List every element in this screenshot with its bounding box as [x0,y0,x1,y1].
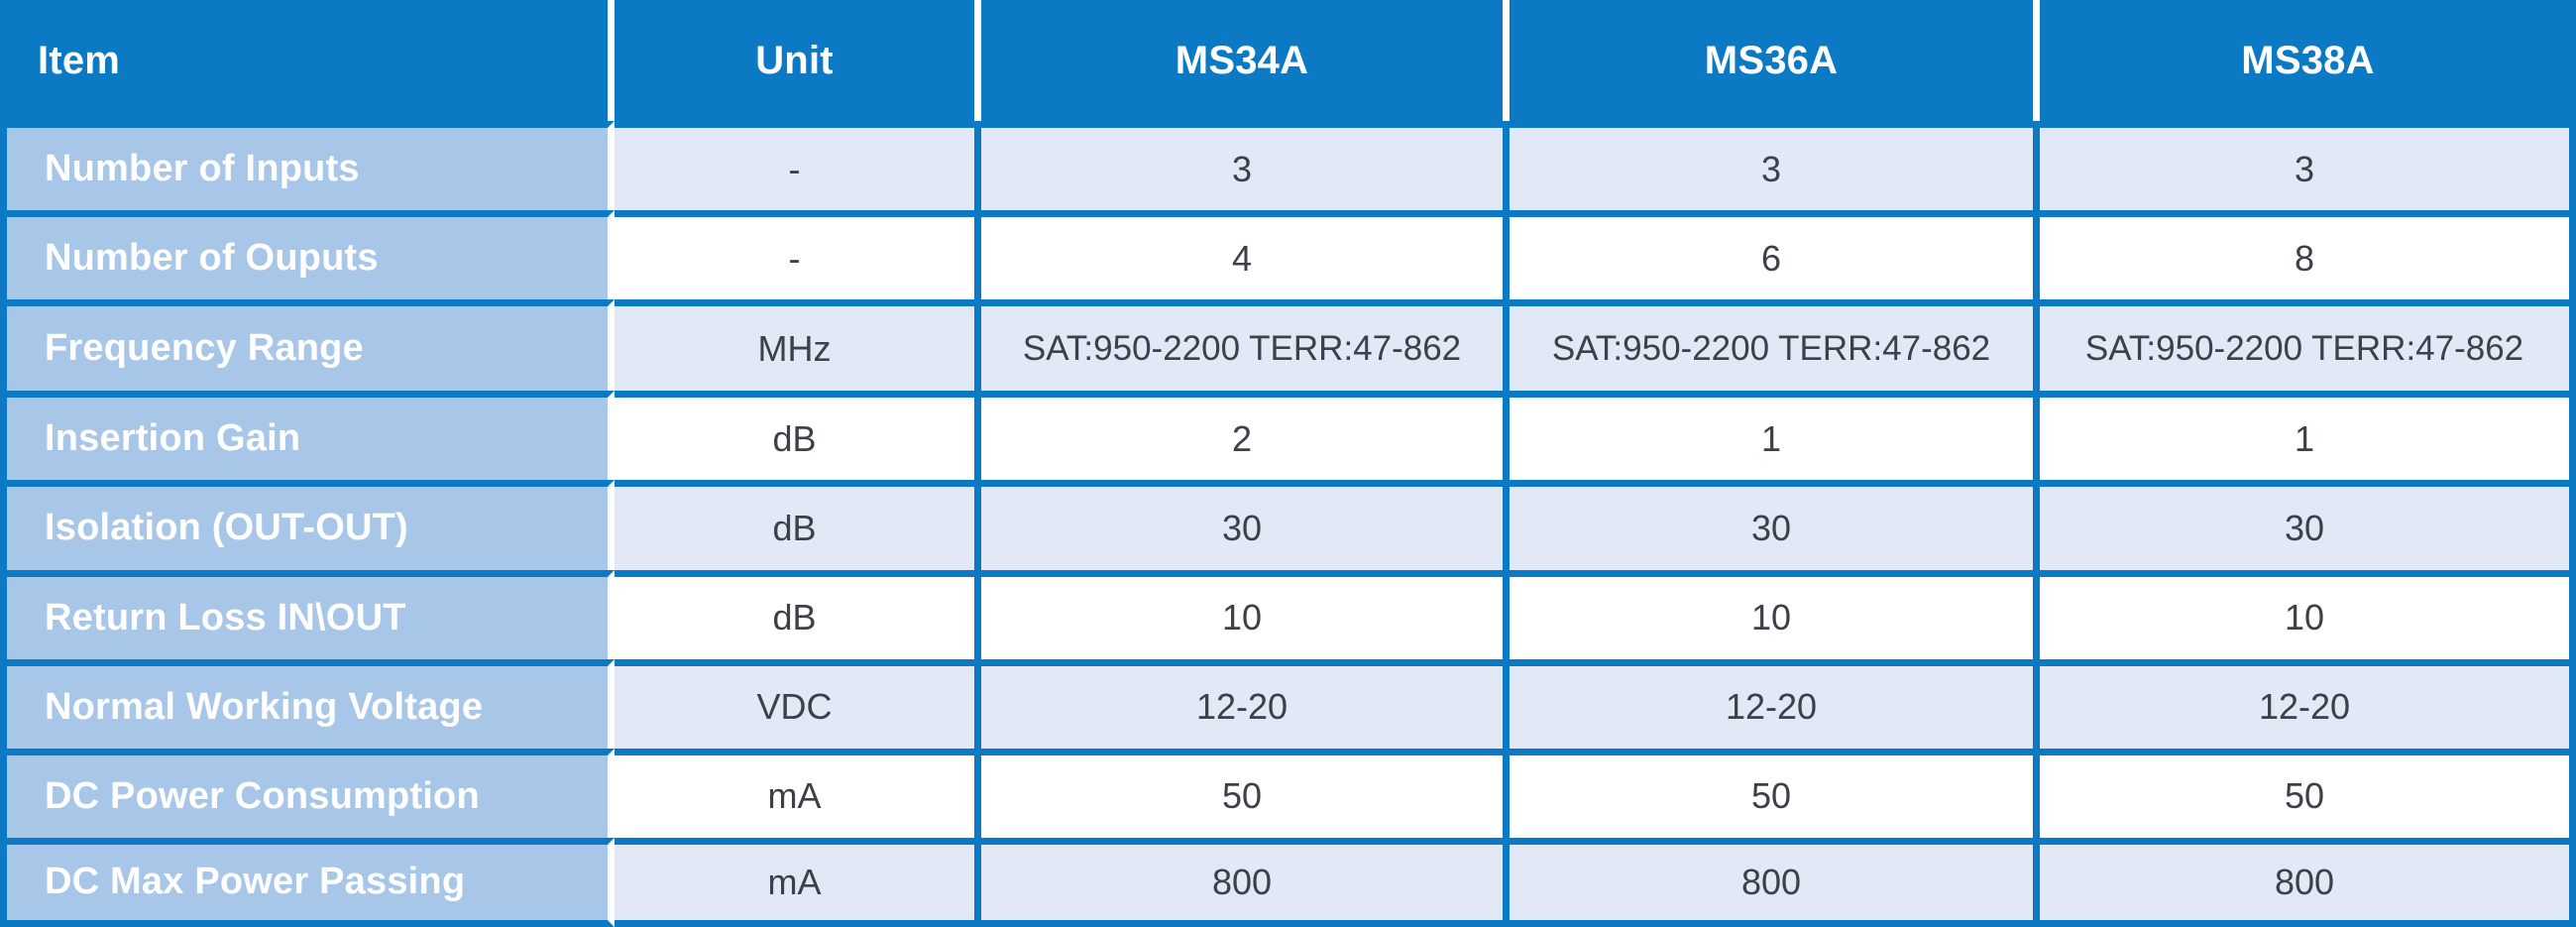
cell-unit: MHz [615,299,981,392]
cell-unit: dB [615,480,981,570]
row-label: Isolation (OUT-OUT) [0,480,615,570]
cell-ms36a: 3 [1510,121,2040,211]
row-label: Number of Inputs [0,121,615,211]
cell-ms34a: 3 [981,121,1510,211]
table-row: Return Loss IN\OUT dB 10 10 10 [0,569,2576,659]
row-label: Number of Ouputs [0,210,615,300]
cell-unit: dB [615,569,981,659]
column-header-ms38a: MS38A [2040,0,2576,121]
cell-ms34a: 10 [981,569,1510,659]
cell-ms34a: 30 [981,480,1510,570]
cell-ms36a: SAT:950-2200 TERR:47-862 [1510,299,2040,392]
cell-ms34a: 4 [981,210,1510,300]
column-header-unit: Unit [615,0,981,121]
table-body: Number of Inputs - 3 3 3 Number of Ouput… [0,121,2576,927]
table-row: Number of Inputs - 3 3 3 [0,121,2576,211]
table-row: Normal Working Voltage VDC 12-20 12-20 1… [0,658,2576,749]
cell-ms38a: 3 [2040,121,2576,211]
cell-ms38a: 1 [2040,391,2576,481]
cell-unit: mA [615,748,981,838]
cell-ms38a: 50 [2040,748,2576,838]
table-row: Frequency Range MHz SAT:950-2200 TERR:47… [0,299,2576,392]
cell-unit: mA [615,837,981,927]
cell-unit: dB [615,391,981,481]
cell-ms36a: 10 [1510,569,2040,659]
cell-ms38a: 8 [2040,210,2576,300]
cell-ms36a: 800 [1510,837,2040,927]
cell-ms34a: 800 [981,837,1510,927]
cell-unit: - [615,210,981,300]
cell-ms36a: 6 [1510,210,2040,300]
cell-ms38a: 30 [2040,480,2576,570]
cell-unit: VDC [615,658,981,749]
cell-ms36a: 12-20 [1510,658,2040,749]
cell-ms34a: 50 [981,748,1510,838]
cell-ms34a: SAT:950-2200 TERR:47-862 [981,299,1510,392]
row-label: DC Max Power Passing [0,837,615,927]
column-header-ms36a: MS36A [1510,0,2040,121]
cell-unit: - [615,121,981,211]
table-row: DC Max Power Passing mA 800 800 800 [0,837,2576,927]
cell-ms34a: 2 [981,391,1510,481]
column-header-ms34a: MS34A [981,0,1510,121]
cell-ms36a: 50 [1510,748,2040,838]
cell-ms36a: 30 [1510,480,2040,570]
table-row: Number of Ouputs - 4 6 8 [0,210,2576,300]
table-row: Isolation (OUT-OUT) dB 30 30 30 [0,480,2576,570]
cell-ms38a: SAT:950-2200 TERR:47-862 [2040,299,2576,392]
cell-ms38a: 12-20 [2040,658,2576,749]
cell-ms38a: 10 [2040,569,2576,659]
table-header: Item Unit MS34A MS36A MS38A [0,0,2576,121]
row-label: Frequency Range [0,299,615,392]
cell-ms36a: 1 [1510,391,2040,481]
cell-ms34a: 12-20 [981,658,1510,749]
table-row: Insertion Gain dB 2 1 1 [0,391,2576,481]
row-label: DC Power Consumption [0,748,615,838]
row-label: Insertion Gain [0,391,615,481]
row-label: Normal Working Voltage [0,658,615,749]
row-label: Return Loss IN\OUT [0,569,615,659]
cell-ms38a: 800 [2040,837,2576,927]
table-row: DC Power Consumption mA 50 50 50 [0,748,2576,838]
header-row: Item Unit MS34A MS36A MS38A [0,0,2576,121]
column-header-item: Item [0,0,615,121]
